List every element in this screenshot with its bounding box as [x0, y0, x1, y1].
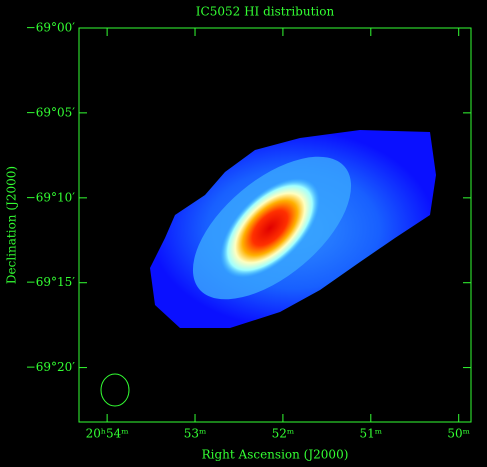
x-tick-label: 52ᵐ [272, 427, 295, 441]
y-tick-label: −69°05′ [26, 105, 76, 119]
x-tick-label: 53ᵐ [184, 427, 207, 441]
frame [78, 27, 472, 423]
galaxy-core [220, 178, 320, 278]
x-axis-label: Right Ascension (J2000) [202, 448, 349, 462]
x-tick-label: 20ʰ54ᵐ [86, 427, 129, 441]
y-axis-label: Declination (J2000) [5, 166, 19, 284]
hi-image [150, 130, 436, 328]
y-tick-label: −69°20′ [26, 360, 76, 374]
y-tick-label: −69°10′ [26, 190, 76, 204]
y-tick-label: −69°15′ [26, 275, 76, 289]
chart-title: IC5052 HI distribution [196, 5, 335, 19]
beam [100, 373, 130, 407]
x-tick-label: 51ᵐ [359, 427, 382, 441]
x-tick-label: 50ᵐ [447, 427, 470, 441]
y-tick-label: −69°00′ [26, 21, 76, 35]
